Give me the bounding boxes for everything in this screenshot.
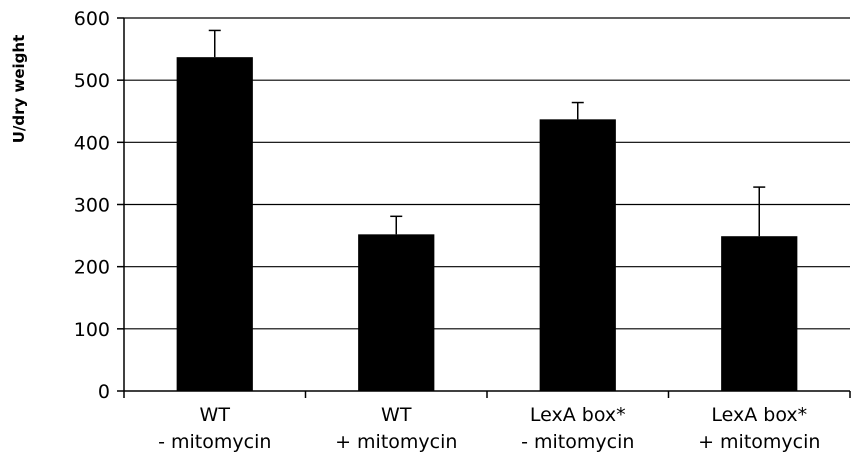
- x-tick-label: LexA box*: [530, 404, 626, 426]
- error-bar: [390, 215, 403, 235]
- bar: [358, 234, 435, 391]
- y-tick-label: 400: [74, 132, 110, 154]
- axes: [117, 17, 851, 398]
- y-tick-label: 200: [74, 257, 110, 279]
- error-bar: [753, 186, 766, 237]
- x-tick-label: + mitomycin: [698, 431, 820, 453]
- x-tick-label: + mitomycin: [335, 431, 457, 453]
- bar: [176, 57, 253, 391]
- y-tick-label: 300: [74, 195, 110, 217]
- bar: [539, 119, 616, 391]
- bar: [721, 236, 798, 391]
- y-tick-label: 500: [74, 70, 110, 92]
- error-bar: [208, 29, 221, 58]
- labels: 0 100 200 300 400 500 600 WT - mitomycin WT + mito…: [74, 8, 821, 453]
- y-tick-label: 600: [74, 8, 110, 30]
- error-bar: [571, 101, 584, 120]
- y-axis-label: U/dry weight: [10, 35, 28, 144]
- x-tick-label: WT: [381, 404, 412, 426]
- error-bars: [208, 29, 766, 237]
- bars: [176, 57, 798, 391]
- x-tick-label: - mitomycin: [521, 431, 634, 453]
- x-tick-label: - mitomycin: [158, 431, 271, 453]
- x-tick-label: LexA box*: [711, 404, 807, 426]
- y-tick-label: 100: [74, 319, 110, 341]
- x-tick-label: WT: [200, 404, 231, 426]
- y-tick-label: 0: [98, 381, 110, 403]
